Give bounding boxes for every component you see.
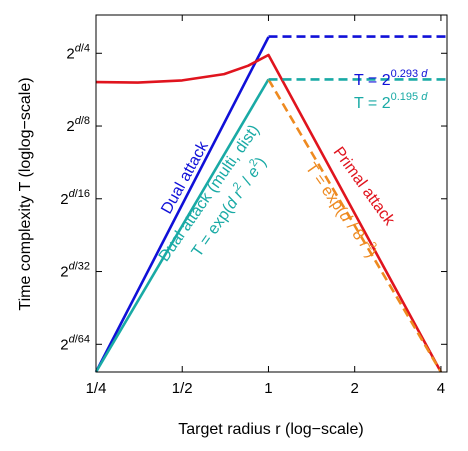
y-tick-label-4: 2d/4 [66, 42, 90, 62]
series-2-line [95, 53, 443, 373]
y-axis-ticks: 2d/64 2d/32 2d/16 2d/8 2d/4 [60, 42, 447, 353]
series-0-line [94, 36, 270, 373]
y-axis-label: Time complexity T (loglog−scale) [17, 77, 34, 310]
x-tick-label-1: 1/2 [172, 380, 193, 397]
x-tick-label-3: 2 [351, 380, 359, 397]
series-1-line [94, 78, 270, 373]
x-tick-label-4: 4 [437, 380, 445, 397]
x-axis-label: Target radius r (log−scale) [178, 421, 363, 438]
y-tick-label-0: 2d/64 [60, 333, 90, 353]
primal-formula: T = exp(d / 8 r2) [302, 158, 382, 261]
series-3-line [267, 78, 443, 373]
y-tick-label-2: 2d/16 [60, 188, 90, 208]
x-axis-ticks: 1/4 1/2 1 2 4 [86, 15, 445, 397]
blue-formula: T = 20.293 d [354, 68, 428, 89]
x-tick-label-2: 1 [264, 380, 272, 397]
plot-frame [95, 14, 448, 373]
teal-formula: T = 20.195 d [354, 91, 428, 112]
x-tick-label-0: 1/4 [86, 380, 107, 397]
y-tick-label-1: 2d/32 [60, 261, 90, 281]
y-tick-label-3: 2d/8 [66, 115, 90, 135]
plot-curves [94, 35, 447, 373]
